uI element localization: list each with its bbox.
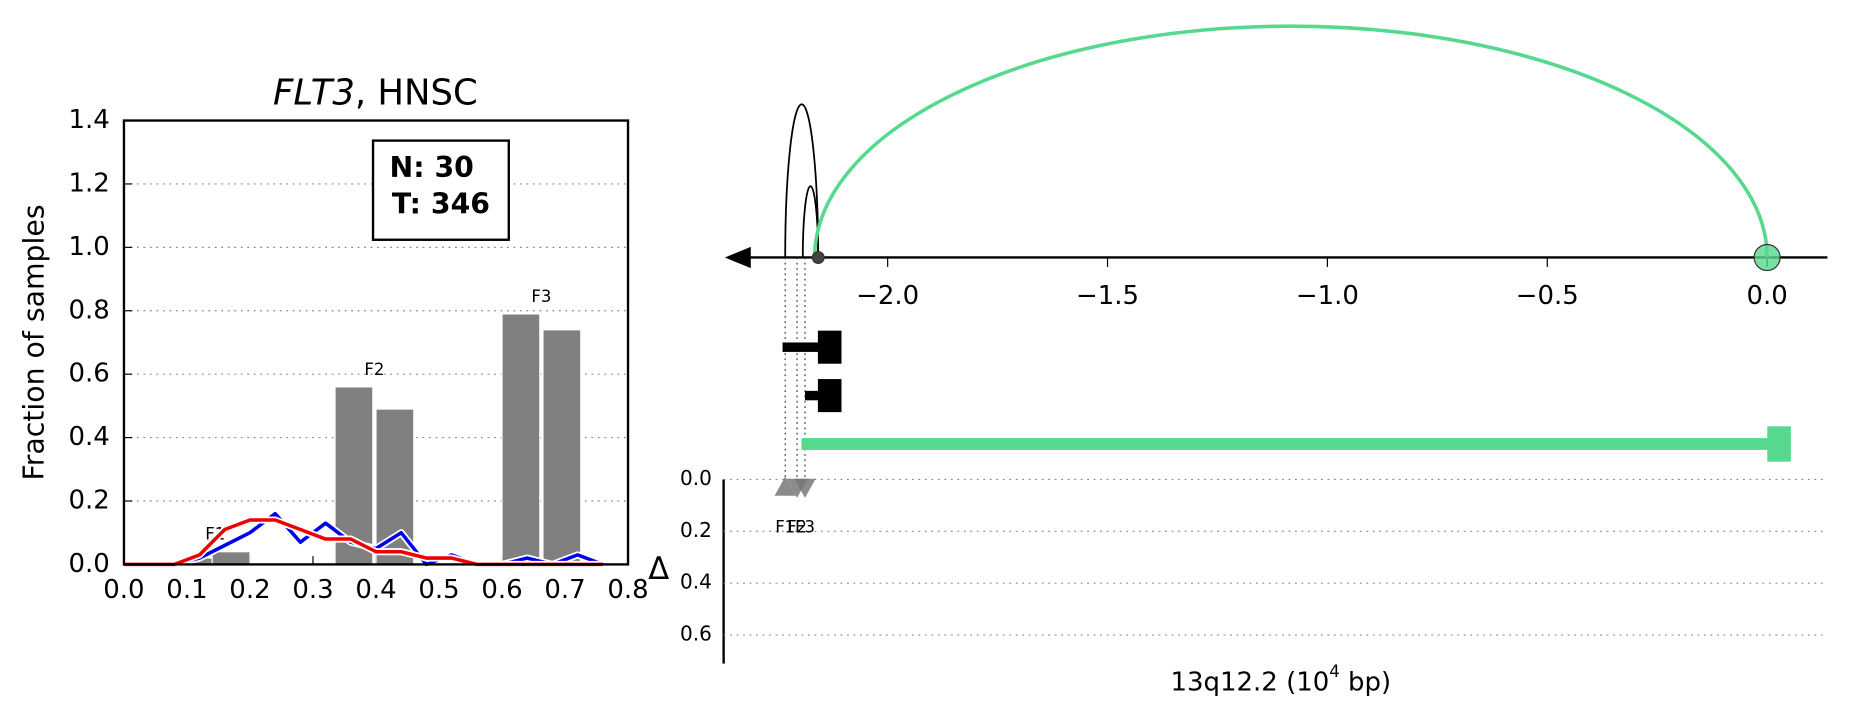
y-tick-label: 1.2: [68, 168, 109, 198]
arc-node: [1753, 243, 1781, 272]
bar-label: F2: [364, 360, 384, 379]
y-tick-label: 0.6: [680, 622, 712, 646]
gene-line: [801, 438, 1780, 450]
x-label-exp: 4: [1329, 661, 1340, 680]
gene-block: [1767, 426, 1791, 462]
breakpoint-label: F2: [787, 517, 807, 536]
axis-arrow: [724, 246, 751, 269]
y-axis-label: Fraction of samples: [17, 204, 50, 480]
bar-label: F3: [531, 287, 551, 306]
x-tick-label: 0.7: [544, 575, 585, 605]
x-tick-label: 0.6: [481, 575, 522, 605]
y-tick-label: 0.2: [680, 518, 712, 542]
breakpoint-label: F3: [795, 517, 815, 536]
bar: [501, 313, 541, 565]
x-tick-label: −1.5: [1076, 281, 1139, 311]
x-label-text: 13q12.2 (10: [1170, 667, 1329, 697]
x-tick-label: −0.5: [1516, 281, 1579, 311]
y-tick-label: 1.4: [68, 105, 109, 135]
x-tick-label: 0.0: [1746, 281, 1787, 311]
gene-block: [817, 379, 842, 413]
x-tick-label: 0.0: [103, 575, 144, 605]
x-tick-label: 0.3: [292, 575, 333, 605]
y-tick-label: 0.0: [68, 549, 109, 579]
x-tick-label: 0.5: [418, 575, 459, 605]
y-tick-label: 0.8: [68, 295, 109, 325]
breakpoint: [794, 478, 816, 498]
y-tick-label: 0.4: [680, 570, 712, 594]
bar: [211, 551, 251, 565]
y-tick-label: 0.2: [68, 485, 109, 515]
x-tick-label: 0.2: [229, 575, 270, 605]
y-tick-label: 0.4: [68, 422, 109, 452]
x-label-text: bp): [1340, 667, 1391, 697]
title-rest: , HNSC: [355, 73, 478, 114]
arc-node: [811, 250, 825, 264]
y-tick-label: 0.6: [68, 359, 109, 389]
gene-line: [804, 390, 830, 401]
arc: [784, 103, 820, 258]
y-tick-label: 1.0: [68, 232, 109, 262]
x-tick-label: −1.0: [1296, 281, 1359, 311]
title-gene: FLT3: [273, 73, 355, 114]
breakpoint-label: F1: [775, 517, 795, 536]
y-tick-label: 0.0: [680, 466, 712, 490]
chart-title: FLT3, HNSC: [273, 73, 478, 114]
gene-line: [782, 342, 830, 352]
x-tick-label: 0.8: [607, 575, 648, 605]
x-tick-label: 0.1: [166, 575, 207, 605]
arc: [812, 24, 1769, 258]
annotation: N: 30: [390, 151, 474, 184]
breakpoint: [774, 476, 796, 496]
annotation: T: 346: [392, 188, 490, 221]
y-axis-label: Δ: [648, 552, 669, 587]
annotation-box: [371, 139, 510, 241]
gene-block: [817, 330, 842, 364]
x-tick-label: −2.0: [856, 281, 919, 311]
x-axis-label: 13q12.2 (104 bp): [1170, 661, 1391, 697]
plot-frame: [122, 119, 630, 566]
bar: [542, 329, 582, 565]
x-tick-label: 0.4: [355, 575, 396, 605]
